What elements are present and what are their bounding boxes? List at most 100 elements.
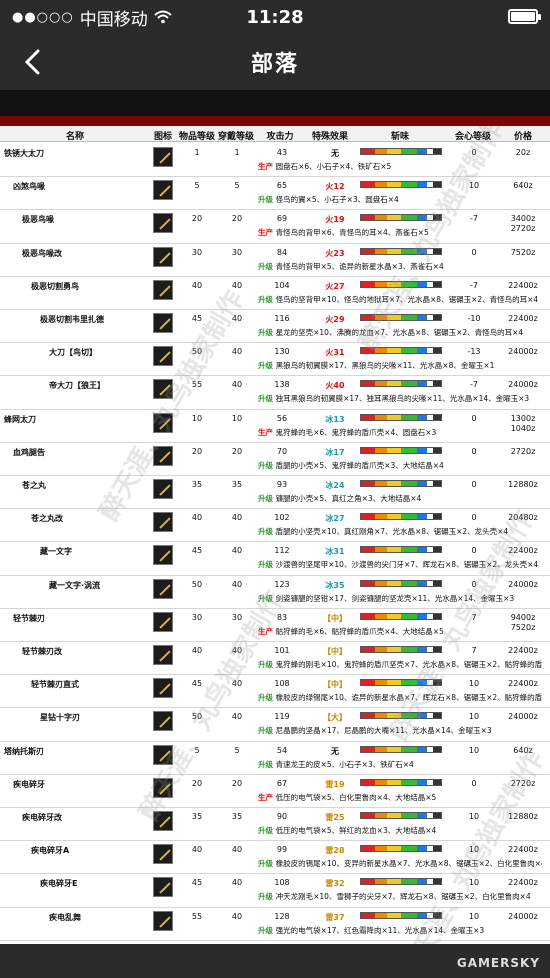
affinity-value: 0 xyxy=(471,579,477,589)
table-row: 轻节棘刃 30 83 【中】 7 9400z 7520z 生产 骷狩蜂的毛×6、骷狩蜂的盾爪… xyxy=(0,609,550,642)
sharpness-segment xyxy=(417,779,427,785)
rarity-value: 45 xyxy=(191,878,203,888)
sharpness-bar xyxy=(360,745,442,753)
affinity-value: 10 xyxy=(468,812,480,821)
back-arrow-icon[interactable] xyxy=(16,44,52,80)
materials: 升级 剑姿镰腿的坚钳×17、剑姿镰腿的坚龙壳×11、光水晶×14、金曜玉×3 xyxy=(258,593,542,604)
weapon-icon xyxy=(153,213,173,234)
materials: 升级 冲天龙刚毛×10、雪狮子的尖牙×7、辉龙石×8、锯碾玉×2、白化里鲁肉×4 xyxy=(258,891,542,902)
rarity-value: 1 xyxy=(194,148,200,157)
sharpness-segment xyxy=(375,447,387,453)
sharpness-segment xyxy=(427,149,433,154)
material-list: 怪鸟的翼×5、小石子×3、圆盘石×4 xyxy=(275,195,399,205)
slot-value: 40 xyxy=(231,579,243,589)
price-value: 1300z 1040z xyxy=(510,413,536,433)
sharpness-segment xyxy=(417,713,427,719)
sharpness-bar xyxy=(360,314,442,321)
sharpness-segment xyxy=(387,580,401,586)
sharpness-segment xyxy=(427,713,433,719)
material-list: 独耳黑狼鸟的韧翼膜×17、独耳黑狼鸟的尖喙×11、光水晶×14、金曜玉×3 xyxy=(275,394,530,404)
material-list: 青怪鸟的背甲×6、青怪鸟的耳×4、燕雀石×5 xyxy=(275,228,429,238)
price-value: 22400z xyxy=(508,280,538,290)
slot-value: 40 xyxy=(231,347,243,357)
sharpness-segment xyxy=(361,746,375,752)
sharpness-segment xyxy=(401,182,417,188)
materials: 升级 鬼狩蜂的刚毛×10、鬼狩蜂的盾爪坚壳×7、光水晶×8、锯碾玉×2、骷狩蜂的… xyxy=(258,659,542,670)
slot-value: 40 xyxy=(231,314,243,323)
header-affinity: 会心等级 xyxy=(454,132,491,142)
header-icon: 图标 xyxy=(153,132,172,142)
affinity-value: 10 xyxy=(468,181,480,191)
slot-value: 40 xyxy=(231,646,243,655)
material-list: 鬼狩蜂的刚毛×10、鬼狩蜂的盾爪坚壳×7、光水晶×8、锯碾玉×2、骷狩蜂的盾爪壳… xyxy=(275,660,542,669)
price-value: 24000z xyxy=(508,712,538,722)
sharpness-segment xyxy=(427,613,433,619)
table-row: 藏一文字 45 112 冰31 0 22400z 升级 沙渡兽的坚尾甲×10、沙渡兽的尖门牙… xyxy=(0,542,550,576)
weapon-name: 铁锈大太刀 xyxy=(4,149,44,158)
sharpness-segment xyxy=(427,447,433,453)
header-name: 名称 xyxy=(65,132,84,142)
material-list: 盾腿的小坚壳×10、真红刚角×7、光水晶×8、锯碾玉×2、龙头壳×4 xyxy=(275,527,509,537)
price-value: 20480z xyxy=(508,513,538,523)
sharpness-bar xyxy=(360,712,442,720)
sharpness-segment xyxy=(427,315,433,320)
special-effect: 无 xyxy=(331,149,339,158)
divider-dark xyxy=(0,90,550,116)
table-row: 凶煞鸟喙 5 65 火12 10 640z 升级 怪鸟的翼×5、小石子×3、圆盘石×4 5 xyxy=(0,177,550,211)
material-list: 圆盘石×6、小石子×4、铁矿石×5 xyxy=(275,162,392,171)
sharpness-segment xyxy=(401,514,417,520)
sharpness-segment xyxy=(427,846,433,852)
price-value: 12880z xyxy=(508,480,538,489)
sharpness-segment xyxy=(387,879,401,885)
sharpness-segment xyxy=(417,281,427,287)
attack-value: 138 xyxy=(274,380,290,390)
craft-type: 升级 xyxy=(258,494,276,503)
special-effect: 火31 xyxy=(325,348,345,358)
sharpness-segment xyxy=(387,149,401,154)
special-effect: 雷25 xyxy=(325,813,345,822)
table-row: 疾电乱舞 55 128 雷37 10 24000z 升级 强光的电气袋×17、红色霜降肉×1… xyxy=(0,908,550,941)
sharpness-segment xyxy=(401,315,417,320)
sharpness-segment xyxy=(417,613,427,619)
sharpness-segment xyxy=(361,182,375,188)
material-list: 低压的电气袋×5、鲜红的龙血×3、大地结晶×4 xyxy=(275,826,437,835)
sharpness-bar xyxy=(360,679,442,687)
special-effect: 冰31 xyxy=(325,547,345,557)
sharpness-bar xyxy=(360,347,442,355)
table-row: 血鸡腿告 20 70 冰17 0 2720z 升级 盾腿的小壳×5、鬼狩蜂的盾爪壳×3、大地… xyxy=(0,443,550,476)
rarity-value: 35 xyxy=(191,480,203,489)
battery-icon xyxy=(508,9,541,24)
table-row: 苍之丸改 40 102 冰27 0 20480z 升级 盾腿的小坚壳×10、真红刚角×7、光… xyxy=(0,509,550,543)
price-value: 2720z xyxy=(510,778,536,788)
weapon-name: 帝大刀【狼王】 xyxy=(49,381,105,391)
sharpness-bar xyxy=(360,812,442,819)
sharpness-segment xyxy=(387,713,401,719)
material-list: 橡胶皮的绿锡尾×10、诡异的新星水晶×7、辉龙石×8、锯碾玉×2、骷狩蜂的盾爪壳… xyxy=(275,693,542,703)
sharpness-segment xyxy=(361,846,375,852)
craft-type: 升级 xyxy=(258,925,276,935)
attack-value: 99 xyxy=(276,845,288,855)
price-value: 24000z xyxy=(508,911,538,921)
sharpness-segment xyxy=(427,182,433,188)
affinity-value: 7 xyxy=(471,612,477,622)
special-effect: 冰27 xyxy=(325,514,345,524)
craft-type: 升级 xyxy=(258,261,276,271)
sharpness-segment xyxy=(417,846,427,852)
slot-value: 35 xyxy=(231,812,243,821)
special-effect: 无 xyxy=(331,746,339,756)
sharpness-segment xyxy=(401,912,417,918)
weapon-name: 极恶切割勇鸟 xyxy=(31,281,79,291)
weapon-name: 星钻十字刃 xyxy=(40,713,80,723)
affinity-value: -7 xyxy=(470,380,478,390)
craft-type: 升级 xyxy=(258,859,276,869)
weapon-icon xyxy=(153,379,173,400)
special-effect: 雷28 xyxy=(325,846,345,856)
weapon-name: 疾电乱舞 xyxy=(49,912,81,922)
attack-value: 102 xyxy=(274,513,290,523)
price-value: 9400z 7520z xyxy=(510,612,536,632)
affinity-value: 10 xyxy=(468,878,480,888)
weapon-name: 藏一文字·涡流 xyxy=(49,580,101,590)
special-effect: 【中】 xyxy=(323,680,347,690)
sharpness-segment xyxy=(375,746,387,752)
weapon-icon xyxy=(153,445,173,466)
